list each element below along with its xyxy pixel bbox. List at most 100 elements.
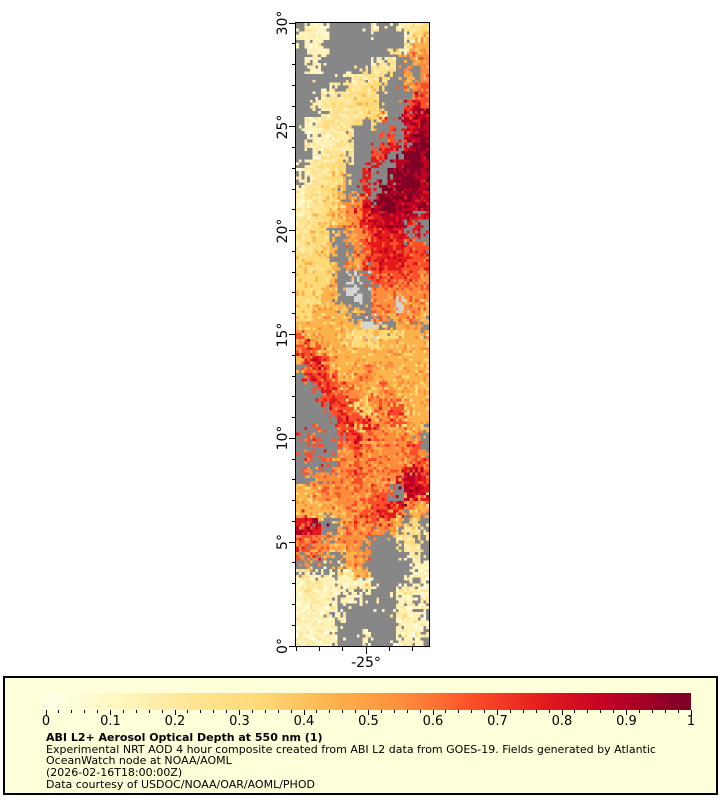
lat-tick — [292, 562, 296, 564]
lat-tick — [292, 43, 296, 45]
colorbar-tick — [690, 710, 692, 715]
lon-tick — [318, 647, 320, 651]
colorbar-tick — [432, 710, 434, 715]
colorbar-tick — [264, 710, 266, 713]
colorbar-tick-label: 0.1 — [100, 714, 121, 729]
colorbar-tick — [393, 710, 395, 713]
colorbar-tick — [458, 710, 460, 713]
colorbar-tick — [45, 710, 47, 715]
colorbar-tick — [161, 710, 163, 713]
colorbar-tick-label: 0 — [41, 714, 51, 729]
caption-title: ABI L2+ Aerosol Optical Depth at 550 nm … — [46, 731, 323, 744]
colorbar-tick — [135, 710, 137, 713]
colorbar-tick-label: 0.9 — [616, 714, 637, 729]
colorbar-tick — [251, 710, 253, 713]
colorbar-tick — [329, 710, 331, 713]
lat-tick — [292, 147, 296, 149]
colorbar-tick — [600, 710, 602, 713]
colorbar-tick — [638, 710, 640, 713]
caption-block: ABI L2+ Aerosol Optical Depth at 550 nm … — [46, 732, 656, 791]
lon-tick — [295, 647, 297, 651]
colorbar-tick — [277, 710, 279, 713]
lat-tick — [292, 458, 296, 460]
colorbar-tick — [303, 710, 305, 715]
colorbar-tick — [471, 710, 473, 713]
lat-tick — [292, 188, 296, 190]
lat-tick — [292, 375, 296, 377]
lat-tick — [292, 250, 296, 252]
colorbar-tick-label: 0.2 — [164, 714, 186, 729]
lon-tick — [365, 647, 367, 654]
lon-tick — [342, 647, 344, 651]
colorbar — [46, 693, 691, 710]
lat-tick — [292, 417, 296, 419]
lat-tick — [292, 84, 296, 86]
colorbar-tick — [226, 710, 228, 713]
colorbar-tick — [84, 710, 86, 713]
lat-tick — [292, 292, 296, 294]
lat-tick — [292, 313, 296, 315]
colorbar-tick — [497, 710, 498, 715]
lat-tick-label: 15° — [275, 322, 291, 347]
lat-tick — [289, 334, 296, 335]
colorbar-tick — [419, 710, 421, 713]
legend-panel: 0 0.1 0.2 0.3 0.4 0.5 0.6 0.7 0.8 0.9 1 ABI L2+ Ae… — [3, 676, 718, 795]
colorbar-tick — [522, 710, 524, 713]
lat-tick — [292, 209, 296, 211]
lat-tick — [292, 354, 296, 356]
lat-tick — [292, 105, 296, 107]
colorbar-tick — [484, 710, 486, 713]
colorbar-tick-label: 0.3 — [229, 714, 250, 729]
lon-tick — [388, 647, 390, 651]
colorbar-tick — [355, 710, 357, 713]
colorbar-tick — [380, 710, 382, 713]
lon-tick — [412, 647, 414, 651]
colorbar-tick-label: 0.7 — [487, 714, 508, 729]
lat-tick-label: 10° — [275, 425, 291, 451]
lat-tick — [289, 541, 296, 543]
colorbar-tick — [58, 710, 60, 713]
colorbar-tick — [122, 710, 124, 713]
lat-tick — [289, 126, 296, 128]
lat-tick — [292, 520, 296, 522]
colorbar-tick — [200, 710, 202, 713]
colorbar-tick — [561, 710, 563, 715]
colorbar-tick-label: 0.8 — [551, 714, 573, 729]
lat-tick-label: 25° — [275, 114, 291, 140]
colorbar-tick-label: 0.5 — [358, 714, 379, 729]
lat-tick — [289, 645, 296, 647]
lat-tick — [292, 583, 296, 585]
colorbar-tick — [71, 710, 73, 713]
lat-tick-label: 30° — [275, 10, 291, 36]
aod-map-canvas — [296, 23, 429, 646]
colorbar-tick — [664, 710, 666, 713]
colorbar-tick-label: 0.6 — [422, 714, 444, 729]
colorbar-tick — [368, 710, 369, 715]
lat-tick — [289, 230, 296, 232]
colorbar-tick — [213, 710, 215, 713]
colorbar-tick — [342, 710, 344, 713]
colorbar-tick — [548, 710, 550, 713]
lat-tick — [292, 396, 296, 398]
colorbar-tick — [651, 710, 653, 713]
colorbar-tick — [445, 710, 447, 713]
caption-line-3: (2026-02-16T18:00:00Z) — [46, 766, 183, 780]
colorbar-tick — [509, 710, 511, 713]
colorbar-tick — [613, 710, 615, 713]
lat-tick-label: 5° — [275, 534, 291, 551]
lat-tick — [289, 437, 296, 439]
colorbar-tick — [148, 710, 150, 713]
colorbar-tick — [677, 710, 679, 713]
colorbar-tick — [110, 710, 111, 715]
colorbar-tick — [574, 710, 576, 713]
lat-tick — [289, 22, 296, 24]
lon-tick-label: -25° — [351, 655, 381, 671]
colorbar-tick — [97, 710, 99, 713]
lat-tick — [292, 167, 296, 169]
colorbar-tick — [290, 710, 292, 713]
caption-line-2: OceanWatch node at NOAA/AOML — [46, 754, 232, 768]
lat-tick — [292, 500, 296, 502]
lat-tick-label: 0° — [275, 638, 291, 654]
colorbar-tick — [187, 710, 189, 713]
